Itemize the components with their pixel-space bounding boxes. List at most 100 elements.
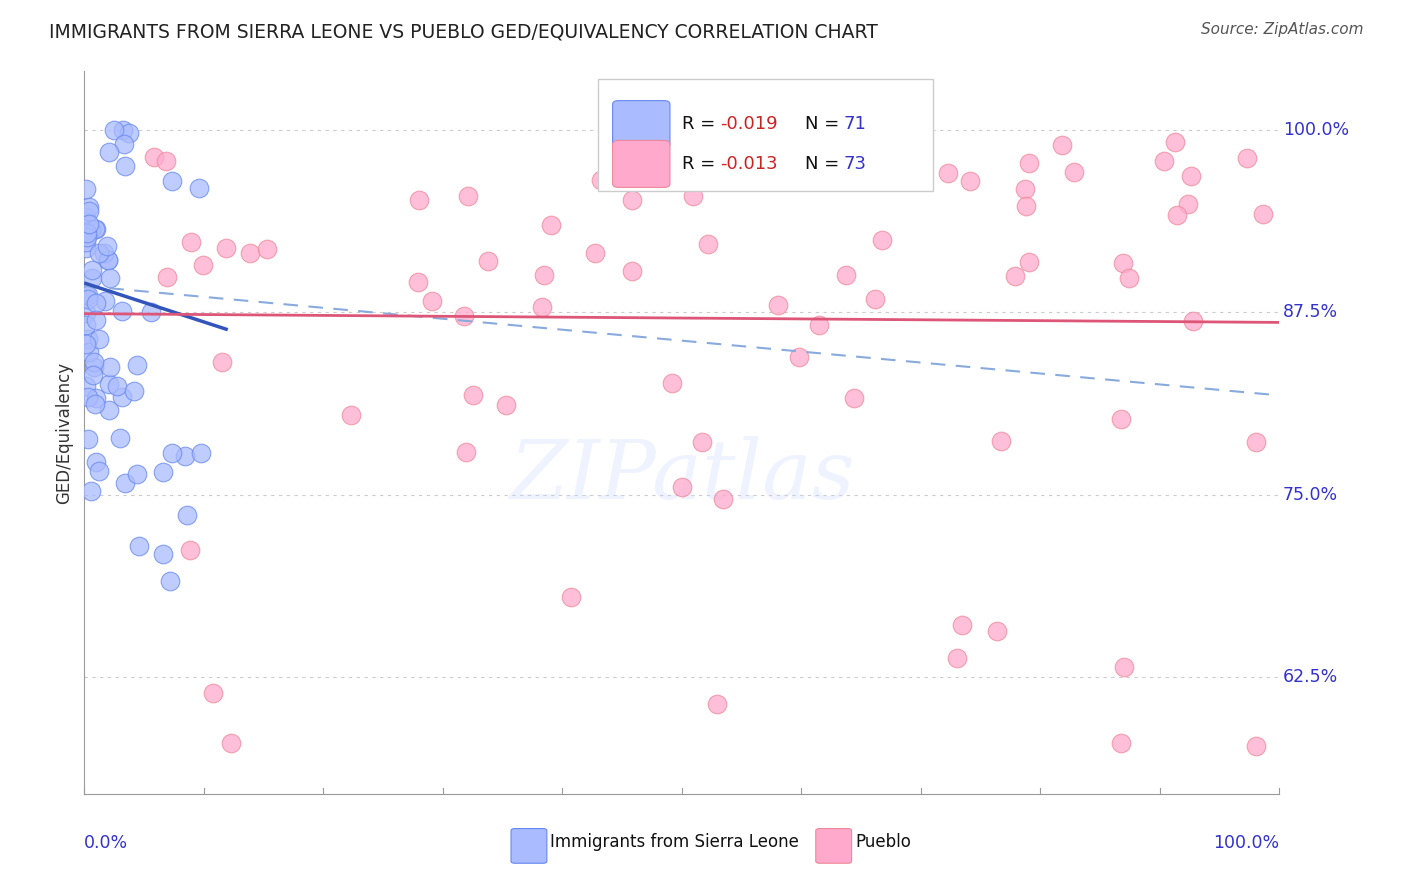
Text: 75.0%: 75.0% <box>1284 485 1339 504</box>
Y-axis label: GED/Equivalency: GED/Equivalency <box>55 361 73 504</box>
Point <box>1114 660 1136 674</box>
Point <box>125 358 148 372</box>
Point <box>152 465 174 479</box>
Point <box>211 355 233 369</box>
Point <box>463 387 485 401</box>
Point <box>1109 411 1132 425</box>
Point <box>1014 182 1036 196</box>
Point <box>1018 156 1040 170</box>
Point <box>152 547 174 561</box>
Point <box>80 222 103 236</box>
Point <box>76 292 98 306</box>
Text: R =: R = <box>682 155 721 173</box>
FancyBboxPatch shape <box>613 140 671 187</box>
Point <box>76 230 98 244</box>
Point <box>160 174 183 188</box>
Point <box>77 287 100 301</box>
Point <box>79 344 101 359</box>
Point <box>77 204 100 219</box>
Point <box>141 305 163 319</box>
Text: Source: ZipAtlas.com: Source: ZipAtlas.com <box>1201 22 1364 37</box>
Point <box>77 390 100 404</box>
Point <box>1050 137 1073 152</box>
Point <box>950 618 973 632</box>
Point <box>93 246 115 260</box>
Point <box>690 434 713 449</box>
Point <box>787 350 810 364</box>
Point <box>96 239 118 253</box>
Point <box>122 384 145 398</box>
Point <box>863 292 886 306</box>
Point <box>75 211 97 225</box>
Point <box>406 275 429 289</box>
Point <box>735 158 758 172</box>
Point <box>191 258 214 272</box>
Text: N =: N = <box>806 155 845 173</box>
Text: 73: 73 <box>844 155 866 173</box>
Point <box>80 484 103 499</box>
Point <box>1164 135 1187 149</box>
Point <box>75 318 97 332</box>
Point <box>114 476 136 491</box>
Point <box>408 193 430 207</box>
Text: Pueblo: Pueblo <box>855 833 911 851</box>
Point <box>540 218 562 232</box>
Point <box>83 359 105 374</box>
Text: ZIPatlas: ZIPatlas <box>509 436 855 516</box>
Point <box>84 313 107 327</box>
Point <box>239 246 262 260</box>
Point <box>936 165 959 179</box>
Point <box>768 298 790 312</box>
Point <box>1166 208 1188 222</box>
Point <box>84 221 107 235</box>
Point <box>711 492 734 507</box>
Point <box>870 233 893 247</box>
Point <box>533 268 555 282</box>
Point <box>76 226 98 240</box>
Text: Immigrants from Sierra Leone: Immigrants from Sierra Leone <box>551 833 800 851</box>
Text: 0.0%: 0.0% <box>84 834 128 852</box>
Point <box>1153 153 1175 168</box>
Text: 62.5%: 62.5% <box>1284 668 1339 686</box>
Point <box>89 464 111 478</box>
Point <box>155 154 177 169</box>
Point <box>583 246 606 260</box>
Point <box>83 355 105 369</box>
Point <box>108 431 131 445</box>
Point <box>180 235 202 249</box>
Point <box>103 122 125 136</box>
Point <box>591 173 613 187</box>
Point <box>84 397 107 411</box>
Point <box>990 434 1012 449</box>
Point <box>1109 736 1132 750</box>
Point <box>159 574 181 588</box>
Point <box>706 697 728 711</box>
Point <box>560 590 582 604</box>
Point <box>946 651 969 665</box>
Point <box>340 408 363 422</box>
Point <box>75 182 97 196</box>
Text: R =: R = <box>682 115 721 133</box>
Point <box>75 337 97 351</box>
Point <box>84 455 107 469</box>
Text: 100.0%: 100.0% <box>1213 834 1279 852</box>
Point <box>1244 435 1267 450</box>
Point <box>1018 255 1040 269</box>
Point <box>86 221 108 235</box>
Point <box>111 303 134 318</box>
Text: -0.019: -0.019 <box>720 115 778 133</box>
Text: -0.013: -0.013 <box>720 155 778 173</box>
Point <box>1181 314 1204 328</box>
Point <box>84 391 107 405</box>
FancyBboxPatch shape <box>613 101 671 147</box>
Point <box>697 237 720 252</box>
Point <box>190 446 212 460</box>
Point <box>98 271 121 285</box>
Point <box>808 318 831 333</box>
Point <box>1063 164 1085 178</box>
Point <box>420 293 443 308</box>
Text: 71: 71 <box>844 115 866 133</box>
Point <box>457 189 479 203</box>
Point <box>495 398 517 412</box>
Text: N =: N = <box>806 115 845 133</box>
